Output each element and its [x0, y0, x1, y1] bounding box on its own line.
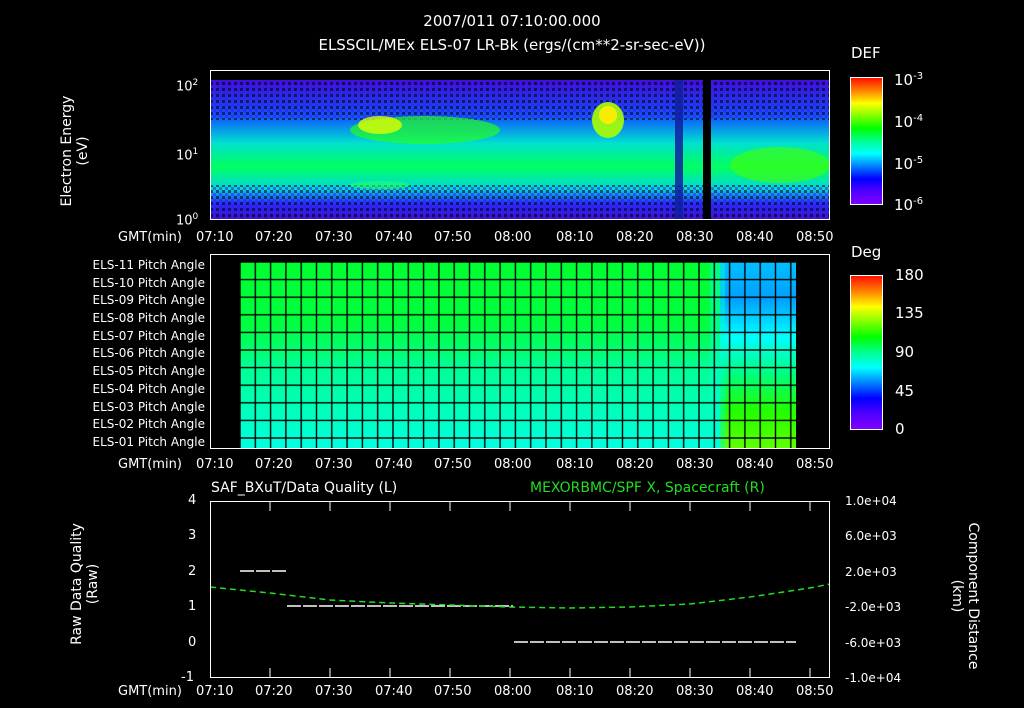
ytick-10e1: 101	[176, 147, 199, 164]
ytick-right-2e3: 2.0e+03	[845, 565, 897, 579]
line-plot-svg	[210, 501, 830, 678]
panel3-ylabel-left: Raw Data Quality (Raw)	[69, 523, 101, 645]
ytick-10e0: 100	[176, 212, 199, 229]
ytick-left-0: 0	[188, 635, 197, 650]
ytick-left-neg1: -1	[181, 670, 194, 685]
colorbar-def-label-1e-3: 10-3	[894, 71, 924, 89]
pitch-angle-row-labels: ELS-11 Pitch Angle ELS-10 Pitch Angle EL…	[92, 258, 205, 449]
ytick-left-1: 1	[188, 599, 197, 614]
spectrogram-image	[210, 80, 830, 220]
colorbar-deg-label-45: 45	[895, 382, 915, 400]
panel2-xaxis-label: GMT(min)	[118, 457, 182, 472]
ytick-left-2: 2	[188, 564, 197, 579]
panel1-xaxis-label: GMT(min)	[118, 230, 182, 245]
panel1-ylabel: Electron Energy (eV)	[59, 95, 91, 207]
colorbar-deg-label-90: 90	[895, 343, 915, 361]
panel3-left-title: SAF_BXuT/Data Quality (L)	[211, 480, 398, 496]
pitch-angle-heatmap	[240, 262, 796, 448]
colorbar-def-label-1e-6: 10-6	[894, 196, 924, 214]
spectrogram-plot	[210, 70, 830, 220]
colorbar-def	[850, 77, 883, 205]
pitch-angle-frame	[210, 254, 830, 449]
plot-datetime: 2007/011 07:10:00.000	[423, 12, 601, 30]
line-plot	[210, 501, 830, 678]
colorbar-deg-title: Deg	[851, 243, 882, 261]
ytick-10e2: 102	[176, 78, 199, 95]
ytick-right-neg2e3: -2.0e+03	[845, 600, 902, 614]
colorbar-deg-label-180: 180	[895, 266, 924, 284]
colorbar-deg	[850, 275, 883, 430]
ytick-right-neg6e3: -6.0e+03	[845, 636, 902, 650]
quality-line	[240, 570, 796, 643]
colorbar-deg-label-0: 0	[895, 420, 905, 438]
panel3-right-title: MEXORBMC/SPF X, Spacecraft (R)	[530, 480, 765, 496]
spectrogram-frame	[210, 70, 830, 220]
line-plot-frame	[210, 501, 830, 678]
orbit-x-line	[210, 583, 830, 609]
ytick-right-6e3: 6.0e+03	[845, 529, 897, 543]
pitch-angle-plot	[210, 254, 830, 449]
ytick-right-neg1e4: -1.0e+04	[845, 671, 902, 685]
plot-subtitle: ELSSCIL/MEx ELS-07 LR-Bk (ergs/(cm**2-sr…	[318, 36, 706, 54]
panel3-ylabel-right: Component Distance (km)	[949, 522, 981, 670]
panel3-xaxis-label: GMT(min)	[118, 684, 182, 699]
ytick-right-1e4: 1.0e+04	[845, 494, 897, 508]
colorbar-def-label-1e-5: 10-5	[894, 155, 924, 173]
colorbar-def-title: DEF	[851, 44, 881, 62]
ytick-left-3: 3	[188, 528, 197, 543]
colorbar-def-label-1e-4: 10-4	[894, 113, 924, 131]
ytick-left-4: 4	[188, 493, 197, 508]
colorbar-deg-label-135: 135	[895, 304, 924, 322]
